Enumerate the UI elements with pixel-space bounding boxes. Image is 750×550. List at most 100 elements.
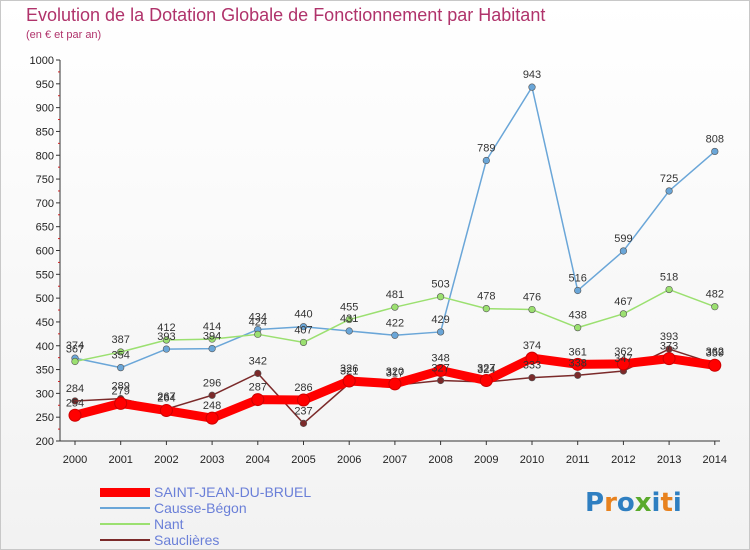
y-tick-label: 600 <box>36 246 54 258</box>
data-label-saucli-res: 321 <box>340 365 358 377</box>
x-tick-label: 2006 <box>337 454 361 466</box>
data-point-nant <box>528 305 536 314</box>
data-point-saint-jean-du-bruel <box>571 357 585 371</box>
data-point-causse-b-gon <box>711 147 719 156</box>
data-point-nant <box>71 357 79 366</box>
logo-letter: x <box>634 488 652 518</box>
data-label-saucli-res: 333 <box>523 360 541 372</box>
data-label-saint-jean-du-bruel: 373 <box>660 341 678 353</box>
data-label-causse-b-gon: 429 <box>431 314 449 326</box>
data-point-saucli-res <box>254 369 262 377</box>
x-tick-label: 2010 <box>520 454 544 466</box>
data-label-causse-b-gon: 431 <box>340 313 358 325</box>
y-tick-label: 450 <box>36 317 54 329</box>
x-tick-label: 2008 <box>428 454 452 466</box>
data-label-causse-b-gon: 789 <box>477 142 495 154</box>
data-point-causse-b-gon <box>299 323 308 331</box>
data-label-causse-b-gon: 440 <box>294 309 312 321</box>
data-point-saucli-res <box>437 376 445 385</box>
data-point-nant <box>437 293 445 301</box>
data-label-saint-jean-du-bruel: 248 <box>203 400 221 412</box>
data-label-saint-jean-du-bruel: 254 <box>66 397 84 409</box>
data-point-causse-b-gon <box>665 187 673 195</box>
x-tick-label: 2003 <box>200 454 224 466</box>
data-label-saint-jean-du-bruel: 362 <box>614 346 632 358</box>
y-tick-label: 300 <box>36 388 54 400</box>
legend-swatch <box>100 507 150 509</box>
data-label-nant: 412 <box>157 322 175 334</box>
data-point-saucli-res <box>71 397 79 405</box>
data-label-nant: 414 <box>203 321 221 333</box>
data-point-nant <box>482 305 490 313</box>
chart-subtitle: (en € et par an) <box>26 29 102 41</box>
data-label-causse-b-gon: 516 <box>569 273 587 285</box>
data-point-saucli-res <box>208 391 216 399</box>
data-point-saint-jean-du-bruel <box>342 374 356 388</box>
legend-label: Nant <box>154 516 184 532</box>
data-label-saucli-res: 289 <box>112 381 130 393</box>
data-point-saucli-res <box>528 374 536 382</box>
data-label-saint-jean-du-bruel: 327 <box>477 363 495 375</box>
logo-letter: P <box>585 488 605 518</box>
data-point-nant <box>711 303 719 311</box>
data-label-saucli-res: 327 <box>431 363 449 375</box>
data-point-saint-jean-du-bruel <box>662 352 676 366</box>
data-point-saint-jean-du-bruel <box>525 351 539 365</box>
data-label-saucli-res: 338 <box>569 357 587 369</box>
chart-title: Evolution de la Dotation Globale de Fonc… <box>26 5 546 25</box>
data-point-saint-jean-du-bruel <box>388 377 402 391</box>
x-tick-label: 2005 <box>291 454 315 466</box>
data-label-nant: 478 <box>477 291 495 303</box>
data-label-saint-jean-du-bruel: 359 <box>706 347 724 359</box>
data-point-saint-jean-du-bruel <box>297 393 310 407</box>
data-label-saucli-res: 267 <box>157 391 175 403</box>
data-label-nant: 424 <box>249 316 267 328</box>
line-chart: 200 250 300 350 400 450 500 550 600 650 700 750 800 8… <box>30 55 728 466</box>
data-point-saint-jean-du-bruel <box>114 396 128 410</box>
x-tick-label: 2009 <box>474 454 498 466</box>
data-point-saint-jean-du-bruel <box>434 364 448 378</box>
data-point-nant <box>299 338 308 347</box>
data-point-causse-b-gon <box>391 331 399 339</box>
data-point-causse-b-gon <box>482 156 490 165</box>
data-point-causse-b-gon <box>619 247 628 255</box>
logo-letter: r <box>604 488 617 518</box>
y-tick-label: 850 <box>36 126 54 138</box>
data-point-causse-b-gon <box>574 286 582 295</box>
data-label-causse-b-gon: 354 <box>112 350 130 362</box>
x-tick-label: 2011 <box>566 454 590 466</box>
data-point-saint-jean-du-bruel <box>205 411 219 425</box>
data-label-causse-b-gon: 374 <box>66 340 84 352</box>
x-tick-label: 2014 <box>703 454 727 466</box>
x-tick-label: 2002 <box>154 454 178 466</box>
data-point-saucli-res <box>299 419 308 427</box>
y-tick-label: 700 <box>36 198 54 210</box>
data-label-saint-jean-du-bruel: 286 <box>294 382 312 394</box>
data-point-nant <box>391 303 399 311</box>
data-label-nant: 481 <box>386 289 404 301</box>
data-label-causse-b-gon: 393 <box>157 331 175 343</box>
data-point-nant <box>665 285 673 294</box>
data-label-saucli-res: 362 <box>706 346 724 358</box>
data-label-nant: 455 <box>340 302 358 314</box>
data-label-saint-jean-du-bruel: 348 <box>431 353 449 365</box>
data-label-saucli-res: 342 <box>249 355 267 367</box>
y-tick-label: 650 <box>36 222 54 234</box>
data-label-causse-b-gon: 422 <box>386 317 404 329</box>
legend-label: Causse-Bégon <box>154 500 247 516</box>
data-label-causse-b-gon: 394 <box>203 331 221 343</box>
x-tick-label: 2000 <box>63 454 87 466</box>
data-label-causse-b-gon: 599 <box>614 233 632 245</box>
y-tick-label: 950 <box>36 79 54 91</box>
data-point-nant <box>254 330 262 338</box>
data-label-saint-jean-du-bruel: 264 <box>157 393 175 405</box>
data-label-saucli-res: 347 <box>614 353 632 365</box>
data-point-causse-b-gon <box>208 345 216 353</box>
y-tick-label: 500 <box>36 293 54 305</box>
data-point-causse-b-gon <box>528 83 536 91</box>
logo-letter: t <box>660 488 673 518</box>
data-label-saint-jean-du-bruel: 320 <box>386 366 404 378</box>
data-point-saint-jean-du-bruel <box>159 404 173 418</box>
legend-swatch <box>100 539 150 541</box>
